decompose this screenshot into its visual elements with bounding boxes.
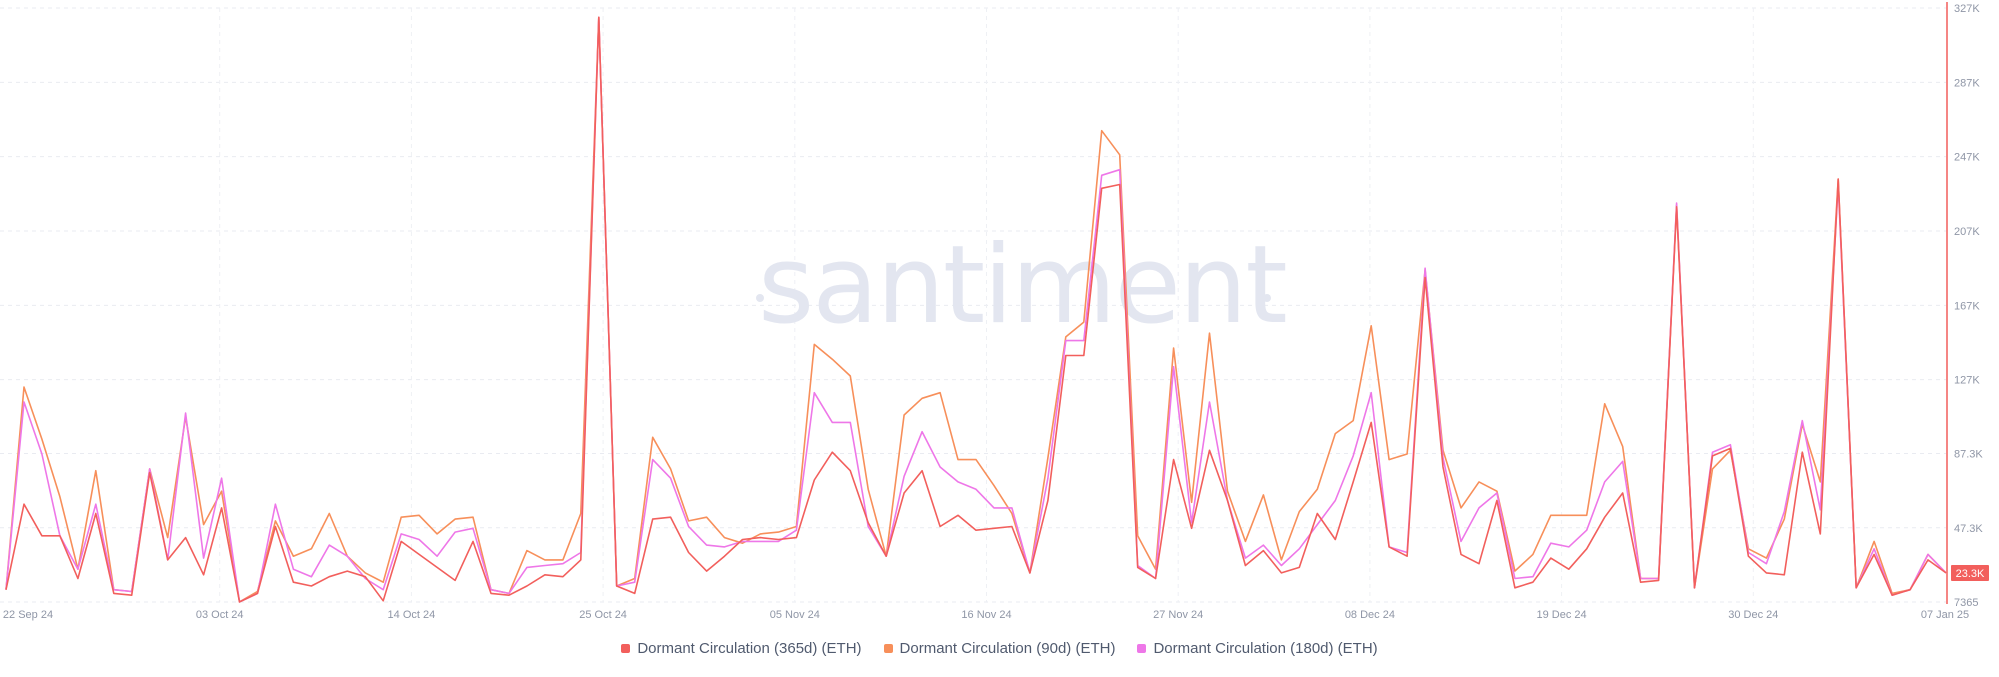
series-line <box>5 16 1947 603</box>
series-lines <box>5 16 1947 603</box>
watermark-dot-left <box>756 294 764 302</box>
series-line <box>5 16 1947 603</box>
y-tick-label: 47.3K <box>1954 523 1983 535</box>
legend-item[interactable]: Dormant Circulation (365d) (ETH) <box>621 640 862 657</box>
legend-label: Dormant Circulation (180d) (ETH) <box>1153 640 1378 657</box>
y-tick-label: 167K <box>1954 300 1980 312</box>
x-tick-label: 16 Nov 24 <box>961 609 1011 621</box>
x-tick-label: 22 Sep 24 <box>3 609 53 621</box>
legend-swatch <box>883 644 893 653</box>
y-tick-label: 87.3K <box>1954 448 1983 460</box>
x-tick-label: 27 Nov 24 <box>1153 609 1203 621</box>
legend-swatch <box>621 644 631 653</box>
y-tick-label: 7365 <box>1954 597 1978 609</box>
santiment-watermark: santiment <box>758 223 1286 348</box>
grid <box>0 7 1946 603</box>
legend-swatch <box>1137 644 1147 653</box>
axes: 7365 47.3K 87.3K 127K 167K 207K 247K 287K 327K 22… <box>3 2 1983 621</box>
x-tick-label: 08 Dec 24 <box>1345 609 1395 621</box>
x-tick-label: 05 Nov 24 <box>770 609 820 621</box>
y-tick-label: 127K <box>1954 375 1980 387</box>
x-tick-label: 14 Oct 24 <box>388 609 436 621</box>
legend-label: Dormant Circulation (90d) (ETH) <box>899 640 1116 657</box>
watermark-dot-right <box>1263 294 1271 302</box>
latest-value-badge: 23.3K <box>1951 564 1989 581</box>
x-tick-label: 19 Dec 24 <box>1537 609 1587 621</box>
badge-text: 23.3K <box>1956 568 1985 580</box>
y-tick-label: 327K <box>1954 3 1980 15</box>
x-tick-label: 07 Jan 25 <box>1921 609 1969 621</box>
x-tick-label: 03 Oct 24 <box>196 609 244 621</box>
x-tick-label: 30 Dec 24 <box>1728 609 1778 621</box>
legend: Dormant Circulation (365d) (ETH) Dormant … <box>0 640 1999 657</box>
y-tick-label: 247K <box>1954 152 1980 164</box>
series-line <box>5 16 1947 603</box>
legend-item[interactable]: Dormant Circulation (90d) (ETH) <box>883 640 1116 657</box>
y-tick-label: 287K <box>1954 77 1980 89</box>
y-tick-label: 207K <box>1954 226 1980 238</box>
legend-label: Dormant Circulation (365d) (ETH) <box>637 640 862 657</box>
badge-background <box>1951 564 1989 581</box>
legend-item[interactable]: Dormant Circulation (180d) (ETH) <box>1137 640 1378 657</box>
x-tick-label: 25 Oct 24 <box>579 609 627 621</box>
